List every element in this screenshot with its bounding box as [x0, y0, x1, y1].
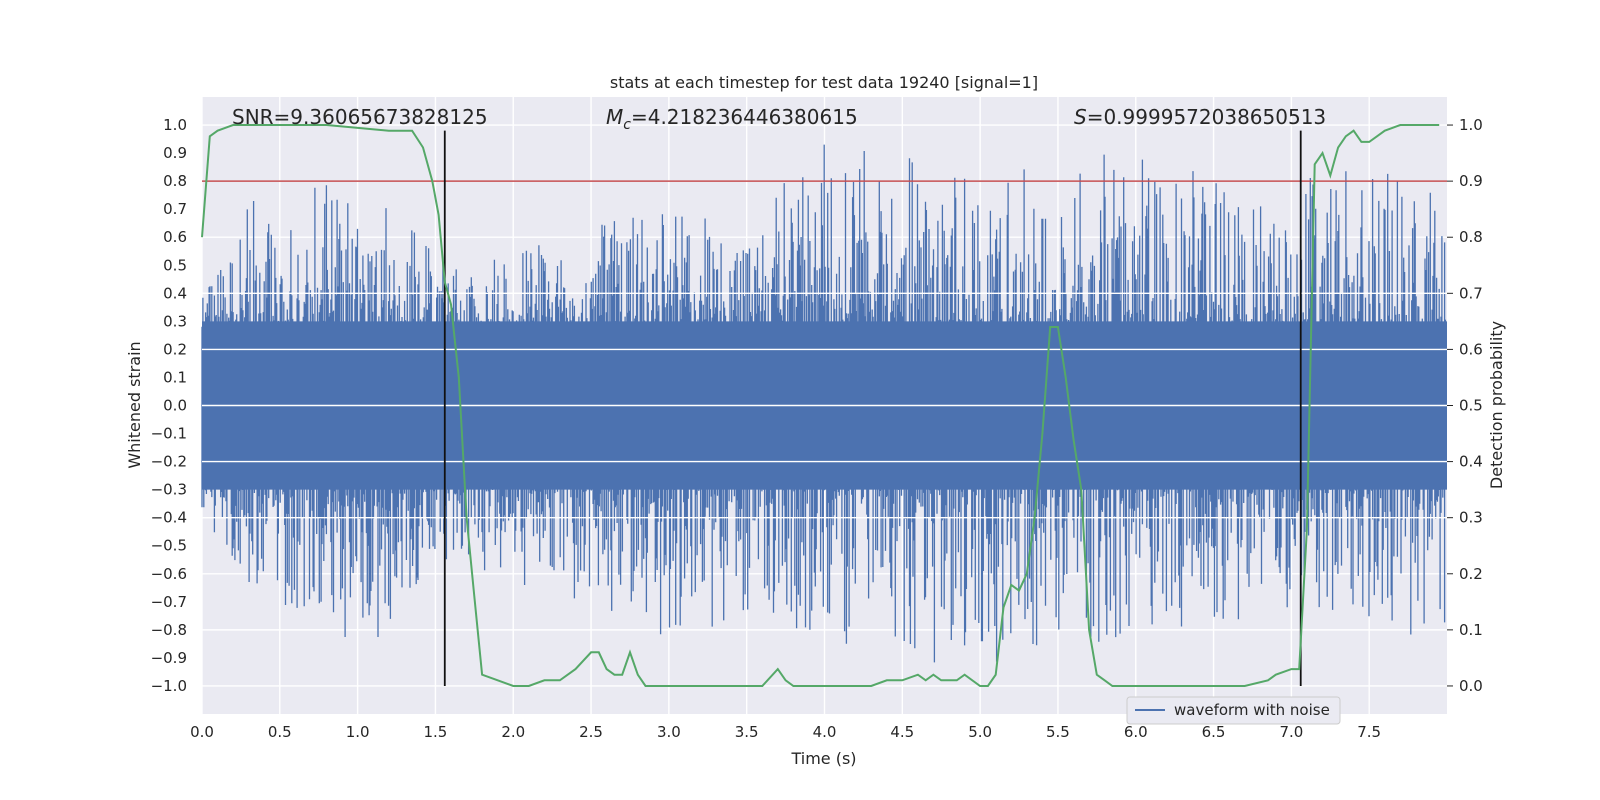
y-tick-label: 0.3 — [163, 312, 187, 330]
y2-tick-label: 0.7 — [1459, 284, 1483, 302]
y2-tick-label: 0.5 — [1459, 397, 1483, 415]
x-tick-label: 3.0 — [657, 723, 681, 741]
y2-tick-label: 0.0 — [1459, 677, 1483, 695]
x-tick-label: 0.5 — [268, 723, 292, 741]
y2-tick-label: 0.3 — [1459, 509, 1483, 527]
y-tick-label: 0.9 — [163, 144, 187, 162]
y-tick-label: −1.0 — [151, 677, 187, 695]
x-tick-label: 7.0 — [1279, 723, 1303, 741]
y-tick-label: 0.6 — [163, 228, 187, 246]
y2-tick-label: 0.8 — [1459, 228, 1483, 246]
overlay-lines — [202, 130, 1447, 686]
x-tick-label: 2.5 — [579, 723, 603, 741]
x-tick-label: 6.0 — [1124, 723, 1148, 741]
probability-series — [201, 124, 1440, 687]
x-tick-label: 1.5 — [424, 723, 448, 741]
y-tick-label: 1.0 — [163, 116, 187, 134]
legend-label-waveform: waveform with noise — [1174, 701, 1330, 719]
y2-tick-label: 0.1 — [1459, 621, 1483, 639]
y2-tick-label: 1.0 — [1459, 116, 1483, 134]
chirp-mass-value: =4.218236446380615 — [631, 105, 858, 129]
y-tick-label: 0.8 — [163, 172, 187, 190]
x-tick-label: 5.0 — [968, 723, 992, 741]
chirp-mass-subscript: c — [623, 117, 631, 133]
y-tick-label: −0.9 — [151, 649, 187, 667]
snr-annotation: SNR=9.36065673828125 — [232, 105, 488, 129]
waveform-series — [201, 144, 1447, 663]
legend-box — [1126, 696, 1341, 725]
x-tick-label: 6.5 — [1202, 723, 1226, 741]
y2-tick-label: 0.6 — [1459, 340, 1483, 358]
x-axis-label: Time (s) — [790, 749, 856, 768]
y-tick-label: 0.5 — [163, 256, 187, 274]
y-tick-label: −0.6 — [151, 565, 187, 583]
y-tick-label: −0.5 — [151, 537, 187, 555]
y-tick-label: −0.8 — [151, 621, 187, 639]
legend: waveform with noise — [1126, 696, 1341, 725]
y-axis-label: Whitened strain — [125, 341, 144, 468]
y-tick-label: 0.1 — [163, 368, 187, 386]
x-tick-label: 7.5 — [1357, 723, 1381, 741]
chirp-mass-annotation: Mc=4.218236446380615 — [606, 105, 858, 133]
x-tick-label: 5.5 — [1046, 723, 1070, 741]
probability-line — [201, 124, 1440, 687]
y-tick-label: −0.2 — [151, 453, 187, 471]
x-tick-label: 0.0 — [190, 723, 214, 741]
x-tick-label: 3.5 — [735, 723, 759, 741]
y-tick-label: −0.3 — [151, 481, 187, 499]
axes: 0.0 0.5 1.0 1.5 2.0 2.5 3.0 3.5 4.0 4.5 5.0 5.5 6.0 6… — [151, 116, 1483, 741]
y-tick-label: 0.4 — [163, 284, 187, 302]
y-tick-label: −0.4 — [151, 509, 187, 527]
y2-axis-label: Detection probability — [1487, 321, 1506, 489]
score-value: =0.9999572038650513 — [1087, 105, 1326, 129]
y-tick-label: −0.7 — [151, 593, 187, 611]
chart-title: stats at each timestep for test data 192… — [610, 73, 1038, 92]
x-tick-label: 1.0 — [346, 723, 370, 741]
y2-tick-label: 0.9 — [1459, 172, 1483, 190]
y-tick-label: −0.1 — [151, 425, 187, 443]
y2-tick-label: 0.2 — [1459, 565, 1483, 583]
y-tick-label: 0.2 — [163, 340, 187, 358]
score-annotation: S=0.9999572038650513 — [1074, 105, 1326, 129]
score-symbol: S — [1074, 105, 1087, 129]
x-tick-label: 4.0 — [813, 723, 837, 741]
y2-tick-label: 0.4 — [1459, 453, 1483, 471]
x-tick-label: 4.5 — [890, 723, 914, 741]
chirp-mass-symbol: M — [606, 105, 623, 129]
x-tick-label: 2.0 — [501, 723, 525, 741]
y-tick-label: 0.0 — [163, 397, 187, 415]
y-tick-label: 0.7 — [163, 200, 187, 218]
